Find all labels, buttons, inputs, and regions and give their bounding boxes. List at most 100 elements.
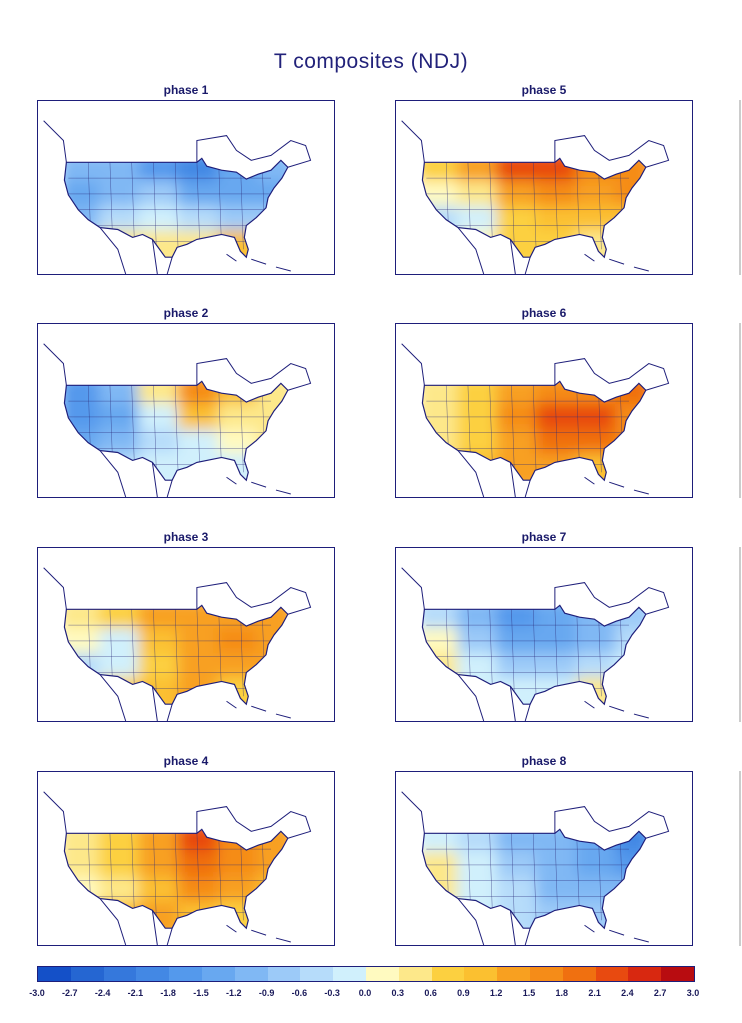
us-temperature-map [395,100,693,275]
colorbar-swatch [234,967,268,981]
colorbar-tick-label: 0.9 [457,988,470,998]
colorbar-tick-label: 2.1 [588,988,601,998]
panel-title: phase 6 [521,306,567,320]
us-outline [421,380,647,482]
colorbar-swatch [628,967,662,981]
colorbar-tick-label: 3.0 [686,988,700,998]
anomaly-cell [536,230,584,258]
anomaly-cell [217,230,266,258]
cropped-panel-edge [739,100,741,275]
us-outline [421,604,647,706]
colorbar-tick-label: -2.7 [62,988,78,998]
panel-title: phase 3 [163,530,209,544]
anomaly-cell [178,453,226,481]
colorbar-tick-label: 0.0 [358,988,372,998]
anomaly-cell [64,901,107,929]
colorbar-tick-label: -0.6 [291,988,308,998]
anomaly-cell [99,230,147,258]
coastlines [43,567,312,721]
colorbar [37,966,695,982]
us-temperature-map [37,547,335,722]
anomaly-cell [536,901,584,929]
anomaly-cell [422,901,465,929]
map-panel: phase 2 [37,306,335,498]
anomaly-cell [615,677,646,705]
anomaly-cell [178,901,226,929]
colorbar-tick-label: 0.6 [424,988,437,998]
us-outline [63,157,289,259]
anomaly-cell [99,453,147,481]
colorbar-swatch [595,967,629,981]
colorbar-tick-label: -2.1 [127,988,144,998]
map-panel: phase 5 [395,83,693,275]
anomaly-cell [178,677,226,705]
anomaly-cell [457,230,505,258]
panel-title: phase 8 [521,754,567,768]
us-outline [421,157,647,259]
colorbar-tick-label: 1.8 [555,988,569,998]
panel-title: phase 2 [163,306,209,320]
colorbar-swatch [661,967,694,981]
map-panel: phase 6 [395,306,693,498]
anomaly-cell [615,901,646,929]
colorbar-tick-label: 2.7 [653,988,667,998]
coastlines [401,567,670,721]
coastlines [43,343,312,497]
coastlines [43,791,312,945]
colorbar-swatch [464,967,498,981]
colorbar-tick-label: -3.0 [29,988,45,998]
panel-title: phase 7 [521,530,567,544]
map-panel: phase 4 [37,754,335,946]
us-temperature-map [395,771,693,946]
colorbar-tick-label: -1.8 [160,988,176,998]
us-outline [63,828,289,930]
map-panel: phase 1 [37,83,335,275]
coastlines [401,343,670,497]
colorbar-swatch [529,967,563,981]
anomaly-cell [457,677,505,705]
anomaly-cell [64,677,107,705]
colorbar-swatch [267,967,301,981]
cropped-panel-edge [739,547,741,722]
anomaly-cell [257,677,288,705]
us-temperature-map [37,323,335,498]
anomaly-cell [257,453,288,481]
colorbar-tick-label: -0.3 [324,988,340,998]
anomaly-cell [64,453,107,481]
anomaly-cell [99,677,147,705]
anomaly-cell [536,453,584,481]
colorbar-swatch [136,967,170,981]
us-outline [63,380,289,482]
colorbar-swatch [562,967,596,981]
anomaly-cell [457,453,505,481]
coastlines [401,791,670,945]
colorbar-swatch [169,967,202,981]
colorbar-tick-label: 0.3 [391,988,405,998]
colorbar-swatch [497,967,530,981]
colorbar-swatch [365,967,399,981]
anomaly-cell [575,453,624,481]
us-temperature-map [37,771,335,946]
anomaly-cell [64,230,107,258]
anomaly-cell [257,230,288,258]
anomaly-cell [422,230,465,258]
anomaly-cell [217,901,266,929]
anomaly-cell [575,901,624,929]
colorbar-swatch [201,967,235,981]
colorbar-tick-label: -1.2 [226,988,242,998]
anomaly-cell [615,453,646,481]
anomaly-cell [217,677,266,705]
anomaly-cell [536,677,584,705]
anomaly-cell [422,453,465,481]
colorbar-swatch [333,967,366,981]
colorbar-tick-label: 1.5 [522,988,536,998]
anomaly-cell [457,901,505,929]
anomaly-cell [257,901,288,929]
map-panel: phase 7 [395,530,693,722]
anomaly-cell [615,230,646,258]
cropped-panel-edge [739,771,741,946]
figure-title: T composites (NDJ) [273,50,469,73]
colorbar-swatch [300,967,334,981]
us-outline [63,604,289,706]
coastlines [401,120,670,274]
